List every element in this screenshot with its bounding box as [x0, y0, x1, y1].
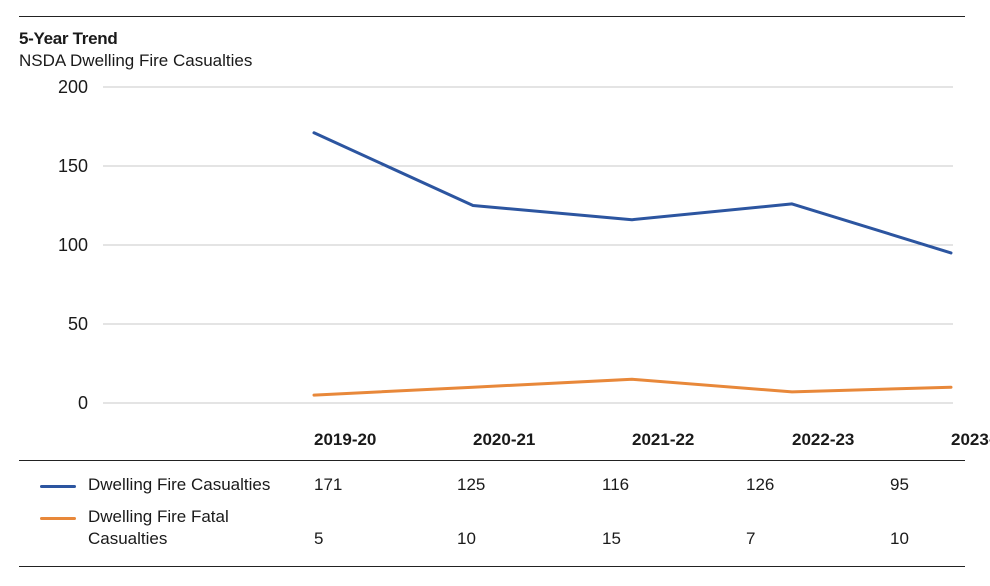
y-tick-label: 150 — [58, 156, 88, 176]
x-tick-label: 2023-24 — [951, 430, 990, 449]
x-tick-label: 2022-23 — [792, 430, 854, 449]
gridlines — [103, 86, 953, 404]
table-cell: 15 — [602, 529, 621, 548]
x-tick-label: 2021-22 — [632, 430, 694, 449]
legend-label: Dwelling Fire Fatal Casualties — [88, 507, 229, 548]
table-cell: 126 — [746, 475, 775, 494]
table-cell: 171 — [314, 475, 343, 494]
y-tick-label: 50 — [68, 314, 88, 334]
x-tick-label: 2020-21 — [473, 430, 535, 449]
table-cell: 125 — [457, 475, 486, 494]
legend-label: Dwelling Fire Casualties — [88, 475, 271, 494]
top-rule — [19, 16, 965, 17]
table-cell: 5 — [314, 529, 324, 548]
chart-subtitle: NSDA Dwelling Fire Casualties — [19, 51, 253, 70]
table-cell: 116 — [602, 475, 630, 494]
chart-title: 5-Year Trend — [19, 29, 118, 48]
series-lines — [312, 131, 953, 397]
bottom-rule — [19, 566, 965, 567]
legend-swatch — [40, 517, 76, 520]
line-chart: 0 50 100 150 200 2019-20 2020-21 2021-22 2022-2… — [58, 77, 990, 449]
table-top-rule — [19, 460, 965, 461]
y-axis-ticks: 0 50 100 150 200 — [58, 77, 88, 413]
y-tick-label: 100 — [58, 235, 88, 255]
table-cell: 95 — [890, 475, 909, 494]
legend-swatch — [40, 485, 76, 488]
table-cell: 10 — [457, 529, 476, 548]
y-tick-label: 0 — [78, 393, 88, 413]
series-line-casualties — [312, 131, 953, 255]
table-cell: 10 — [890, 529, 909, 548]
series-line-fatal-casualties — [312, 377, 953, 397]
x-axis-ticks: 2019-20 2020-21 2021-22 2022-23 2023-24 — [314, 430, 990, 449]
y-tick-label: 200 — [58, 77, 88, 97]
table-cell: 7 — [746, 529, 756, 548]
x-tick-label: 2019-20 — [314, 430, 376, 449]
